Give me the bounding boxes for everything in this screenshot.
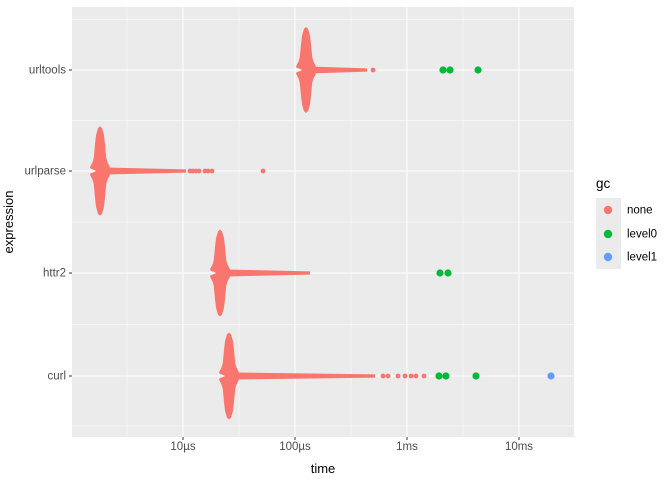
svg-text:level0: level0	[627, 229, 657, 241]
svg-text:none: none	[627, 205, 653, 217]
svg-text:1ms: 1ms	[396, 441, 418, 453]
svg-text:gc: gc	[596, 176, 611, 191]
svg-text:urlparse: urlparse	[24, 166, 66, 178]
svg-text:httr2: httr2	[43, 268, 66, 280]
svg-text:urltools: urltools	[29, 65, 66, 77]
svg-text:level1: level1	[627, 252, 657, 264]
svg-text:100µs: 100µs	[279, 441, 311, 453]
svg-text:10µs: 10µs	[170, 441, 195, 453]
svg-text:expression: expression	[1, 191, 16, 254]
svg-text:10ms: 10ms	[505, 441, 533, 453]
svg-text:time: time	[311, 461, 336, 476]
svg-text:curl: curl	[47, 371, 66, 383]
